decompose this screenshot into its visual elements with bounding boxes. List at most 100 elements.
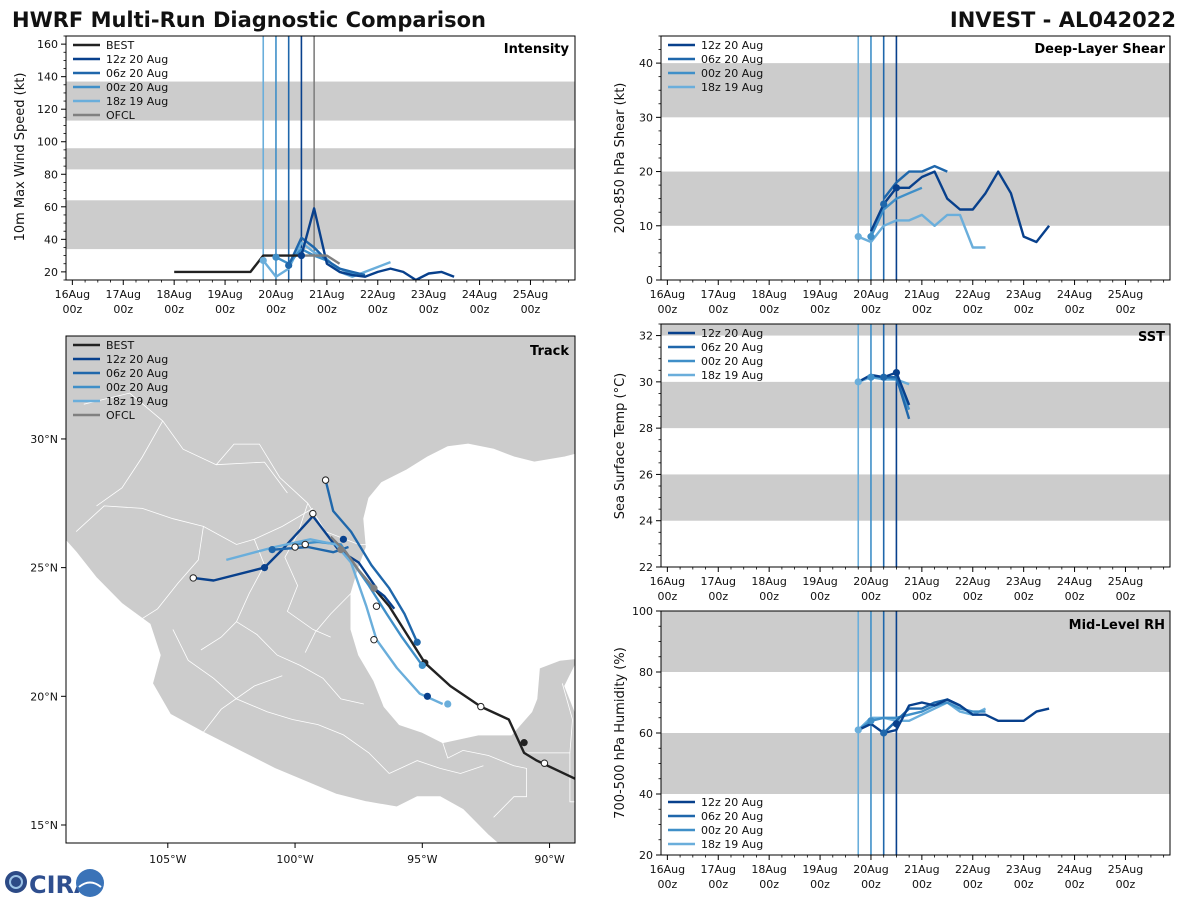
track-line-r12z20	[373, 587, 396, 610]
sst-panel: 22 24 26 28 30 32 16Aug 00z 17Aug 00z 18Aug 00z 19Au…	[613, 323, 1171, 603]
intensity-series-best	[174, 254, 302, 274]
shear-xtick-hour: 00z	[1014, 303, 1034, 316]
track-border-1	[216, 461, 288, 494]
rh-xtick-hour: 00z	[657, 878, 677, 891]
figure-title: HWRF Multi-Run Diagnostic Comparison	[12, 8, 486, 32]
shear-ytick-label: 0	[646, 274, 653, 287]
rh-panel: 20 40 60 80 100 16Aug 00z 17Aug 00z 18Aug 00z 19Aug…	[613, 605, 1171, 891]
track-point-open-r06z20	[321, 476, 330, 484]
intensity-xtick-hour: 00z	[215, 303, 235, 316]
track-point-open-r12z20	[309, 509, 317, 518]
rh-marker-r00z20	[867, 717, 875, 725]
sst-ytick-label: 32	[639, 330, 653, 343]
rh-series-group	[854, 698, 1050, 737]
rh-xtick-day: 24Aug	[1057, 863, 1092, 876]
intensity-marker-r00z20	[272, 253, 280, 261]
rh-title: Mid-Level RH	[1069, 618, 1165, 633]
sst-marker-r06z20	[880, 373, 888, 381]
rh-xtick-day: 17Aug	[701, 863, 736, 876]
intensity-legend-label: BEST	[106, 39, 134, 52]
track-border-10	[442, 742, 527, 818]
intensity-series-r12z20	[300, 207, 455, 280]
track-border-3	[137, 526, 204, 623]
intensity-ytick-label: 120	[37, 103, 58, 116]
shear-xtick-hour: 00z	[1065, 303, 1085, 316]
intensity-xtick-hour: 00z	[368, 303, 388, 316]
sst-xtick-hour: 00z	[963, 590, 983, 603]
rh-xtick-day: 19Aug	[802, 863, 837, 876]
track-line-r06z20	[324, 479, 419, 643]
intensity-ytick-label: 160	[37, 38, 58, 51]
rh-xtick-day: 21Aug	[904, 863, 939, 876]
rh-ytick-label: 60	[639, 727, 653, 740]
rh-legend-label: 00z 20 Aug	[701, 824, 763, 837]
track-legend-label: BEST	[106, 339, 134, 352]
shear-xtick-hour: 00z	[963, 303, 983, 316]
track-point-filled-r00z20	[418, 661, 426, 670]
sst-band-0	[661, 474, 1170, 521]
track-point-filled-r12z20	[423, 692, 431, 700]
logo-swoosh-icon	[78, 881, 102, 888]
shear-ytick-label: 20	[639, 166, 653, 179]
track-legend-label: OFCL	[106, 409, 136, 422]
rh-xtick-hour: 00z	[1116, 878, 1136, 891]
shear-ytick-label: 30	[639, 111, 653, 124]
intensity-ytick-label: 20	[44, 266, 58, 279]
track-line-r12z20	[193, 515, 378, 589]
sst-marker-r00z20	[867, 373, 875, 381]
sst-xtick-hour: 00z	[1014, 590, 1034, 603]
shear-xtick-hour: 00z	[708, 303, 728, 316]
track-legend-label: 06z 20 Aug	[106, 367, 168, 380]
intensity-xtick-day: 22Aug	[360, 288, 395, 301]
intensity-marker-r12z20	[297, 252, 306, 260]
track-land	[66, 336, 575, 843]
rh-xtick-hour: 00z	[963, 878, 983, 891]
track-point-filled-r06z20	[413, 638, 421, 646]
track-point-filled-r06z20	[268, 546, 276, 554]
shear-series-r18z19	[857, 213, 986, 249]
sst-xtick-day: 24Aug	[1057, 575, 1092, 588]
shear-ytick-label: 10	[639, 220, 653, 233]
sst-legend-label: 18z 19 Aug	[701, 369, 763, 382]
track-land-cuba	[575, 637, 616, 650]
intensity-legend-label: 06z 20 Aug	[106, 67, 168, 80]
sst-series-group	[854, 369, 911, 420]
sst-xtick-hour: 00z	[861, 590, 881, 603]
rh-marker-r18z19	[854, 726, 862, 734]
rh-xtick-day: 18Aug	[751, 863, 786, 876]
sst-ylabel: Sea Surface Temp (°C)	[613, 373, 628, 520]
sst-marker-r18z19	[854, 378, 862, 386]
track-point-filled-r18z19	[444, 700, 452, 708]
track-line-best	[372, 587, 575, 780]
track-xtick-label: 90°W	[534, 853, 564, 866]
sst-ytick-label: 30	[639, 376, 653, 389]
intensity-panel: 20 40 60 80 100 120 140 160 16Aug 00z 17Aug 00z 18Au…	[13, 35, 576, 316]
sst-xtick-hour: 00z	[657, 590, 677, 603]
track-line-r18z19	[225, 538, 444, 706]
track-point-open-best	[540, 759, 549, 767]
shear-xtick-hour: 00z	[810, 303, 830, 316]
shear-legend-label: 12z 20 Aug	[701, 39, 763, 52]
track-point-open-r18z19	[372, 602, 381, 610]
intensity-xtick-day: 23Aug	[411, 288, 446, 301]
rh-series-r12z20	[857, 698, 1050, 735]
intensity-xtick-hour: 00z	[62, 303, 82, 316]
intensity-band-1	[66, 148, 575, 170]
track-border-7	[172, 629, 390, 774]
intensity-series-group	[174, 207, 455, 280]
track-panel: 105°W 100°W 95°W 90°W 15°N 20°N 25°N 30°N Track…	[30, 335, 616, 866]
rh-ytick-label: 20	[639, 849, 653, 862]
track-legend-label: 18z 19 Aug	[106, 395, 168, 408]
intensity-legend-label: OFCL	[106, 109, 136, 122]
sst-title: SST	[1138, 330, 1165, 345]
sst-xtick-day: 21Aug	[904, 575, 939, 588]
sst-frame	[660, 323, 1171, 568]
track-border-0	[83, 392, 367, 545]
rh-xtick-hour: 00z	[759, 878, 779, 891]
intensity-xtick-day: 19Aug	[207, 288, 242, 301]
intensity-plot-area: 20 40 60 80 100 120 140 160 16Aug 00z 17Aug 00z 18Au…	[37, 35, 576, 316]
track-point-open-r12z20	[189, 574, 197, 582]
shear-xtick-day: 20Aug	[853, 288, 888, 301]
rh-xtick-hour: 00z	[1014, 878, 1034, 891]
